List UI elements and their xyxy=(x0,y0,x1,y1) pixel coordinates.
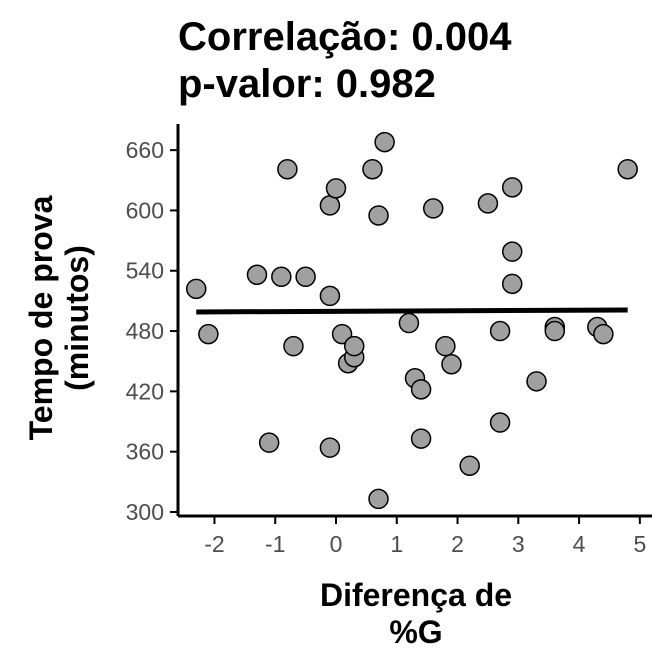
x-axis-title-line-1: Diferença de xyxy=(320,577,512,613)
scatter-point xyxy=(544,320,566,342)
scatter-point xyxy=(331,323,353,345)
scatter-point xyxy=(477,193,499,214)
scatter-point xyxy=(593,323,614,345)
chart-title-line-2: p-valor: 0.982 xyxy=(178,62,436,106)
x-tick-label: 5 xyxy=(633,531,646,557)
x-tick-label: -2 xyxy=(204,531,224,557)
scatter-point xyxy=(489,412,511,433)
y-tick-label: 660 xyxy=(126,137,164,163)
scatter-point xyxy=(410,428,432,449)
scatter-point xyxy=(343,335,365,357)
x-tick-label: 0 xyxy=(330,531,343,557)
scatter-point xyxy=(319,285,341,307)
scatter-point xyxy=(441,353,462,375)
scatter-point xyxy=(501,273,523,295)
y-tick-label: 540 xyxy=(126,258,164,284)
scatter-point xyxy=(319,195,341,216)
scatter-point xyxy=(501,177,523,198)
scatter-point xyxy=(295,266,316,288)
scatter-point xyxy=(435,335,456,357)
scatter-point xyxy=(319,437,341,458)
scatter-point xyxy=(368,205,389,226)
scatter-point xyxy=(362,158,383,180)
scatter-point xyxy=(617,158,638,180)
y-axis-title: Tempo de prova (minutos) xyxy=(23,195,95,440)
x-tick-label: 1 xyxy=(390,531,403,557)
x-tick-label: 3 xyxy=(512,531,525,557)
regression-line-group xyxy=(196,307,628,315)
scatter-point xyxy=(459,455,480,476)
y-tick-label: 480 xyxy=(126,318,164,344)
scatter-point xyxy=(325,178,347,199)
scatter-point xyxy=(501,241,523,262)
y-tick-label: 600 xyxy=(126,197,164,223)
y-tick-label: 300 xyxy=(126,499,164,525)
scatter-point xyxy=(526,371,547,392)
scatter-point xyxy=(368,488,389,510)
scatter-point xyxy=(283,335,304,357)
y-tick-label: 420 xyxy=(126,378,164,404)
x-tick-label: 2 xyxy=(451,531,464,557)
y-axis-title-line-2: (minutos) xyxy=(59,245,95,391)
y-axis-ticks: 300 360 420 480 540 600 660 xyxy=(126,137,178,525)
data-points xyxy=(185,131,638,510)
y-axis-title-line-1: Tempo de prova xyxy=(23,195,59,440)
scatter-point xyxy=(198,323,219,345)
chart-title-line-1: Correlação: 0.004 xyxy=(178,15,512,59)
scatter-point xyxy=(410,379,432,400)
x-tick-label: -1 xyxy=(265,531,285,557)
scatter-point xyxy=(277,158,298,180)
scatter-point xyxy=(398,312,420,334)
scatter-point xyxy=(246,264,268,286)
y-tick-label: 360 xyxy=(126,439,164,465)
scatter-point xyxy=(422,198,444,219)
scatter-point xyxy=(374,131,395,153)
scatter-point xyxy=(258,432,280,453)
regression-line xyxy=(196,307,628,315)
x-axis-title-line-2: %G xyxy=(389,614,442,650)
scatter-point xyxy=(489,320,511,342)
x-axis-ticks: -2 -1 0 1 2 3 4 5 xyxy=(204,516,646,557)
scatter-point xyxy=(185,278,207,300)
scatter-point xyxy=(271,266,292,288)
x-tick-label: 4 xyxy=(573,531,586,557)
